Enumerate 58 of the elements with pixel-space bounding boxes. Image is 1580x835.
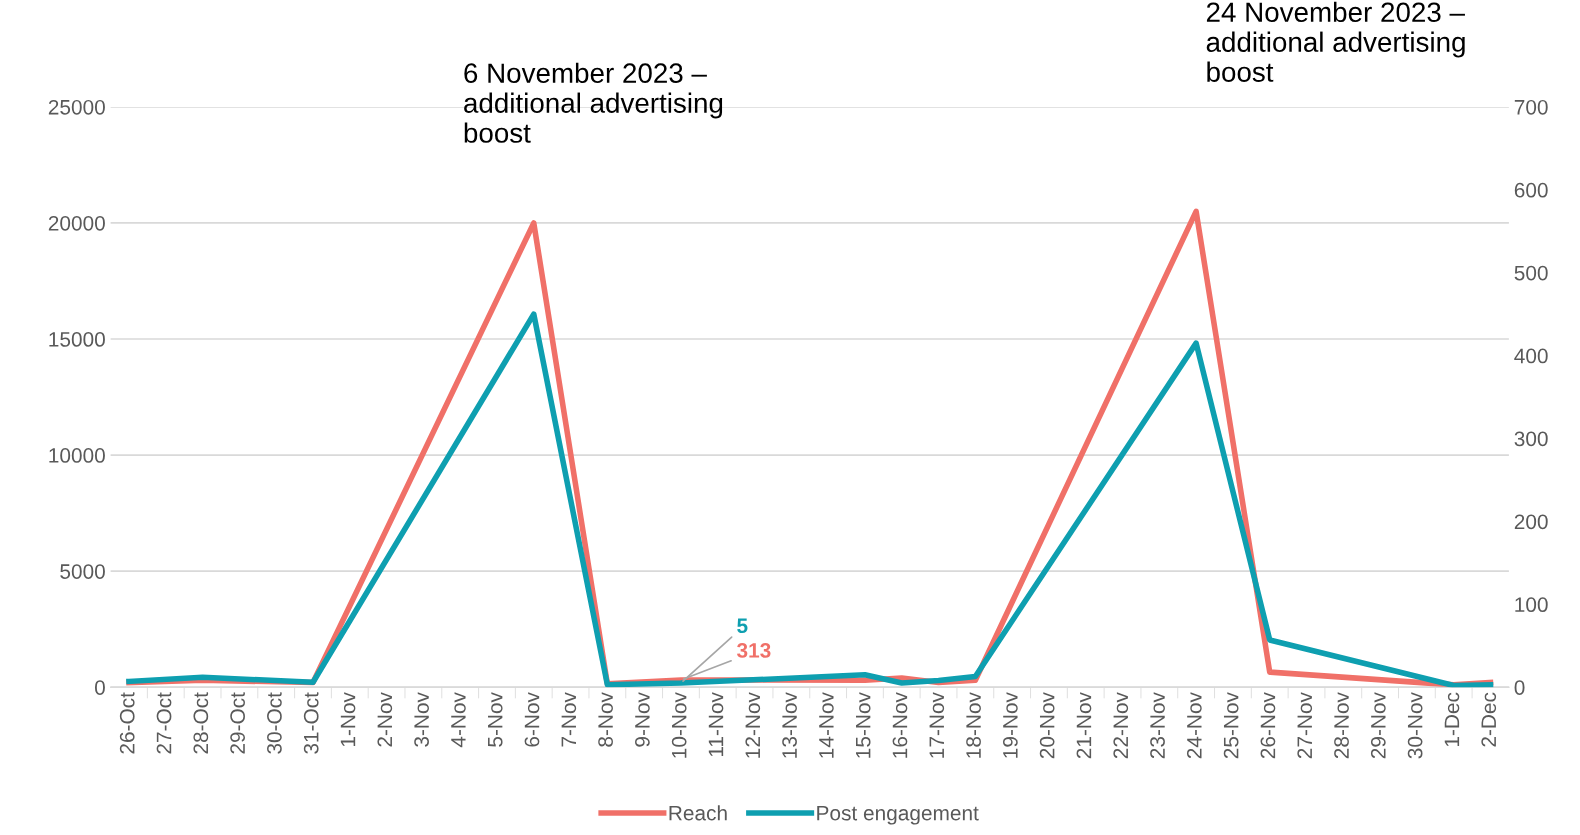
x-tick-label: 21-Nov <box>1076 692 1092 759</box>
x-tick-label: 27-Nov <box>1297 692 1313 759</box>
y2-tick-label: 700 <box>1514 99 1548 115</box>
x-tick-label: 18-Nov <box>966 692 981 758</box>
x-tick-label: 1-Nov <box>340 692 356 747</box>
x-tick-label: 10-Nov <box>671 692 687 758</box>
y-tick-label: 5000 <box>60 564 105 579</box>
y2-tick-label: 200 <box>1514 514 1548 530</box>
x-tick-label: 26-Oct <box>119 692 135 754</box>
x-tick-label: 23-Nov <box>1150 692 1165 759</box>
legend-label: Post engagement <box>817 805 979 825</box>
x-tick-label: 15-Nov <box>856 692 871 758</box>
x-tick-label: 11-Nov <box>708 692 724 757</box>
x-tick-label: 20-Nov <box>1039 692 1055 759</box>
x-tick-label: 1-Dec <box>1444 692 1460 747</box>
x-tick-label: 30-Nov <box>1407 692 1423 759</box>
y-tick-label: 20000 <box>48 215 105 231</box>
x-tick-label: 8-Nov <box>598 692 613 747</box>
y2-tick-label: 300 <box>1514 431 1548 447</box>
x-tick-label: 27-Oct <box>156 692 172 754</box>
x-tick-label: 6-Nov <box>524 692 540 747</box>
x-tick-label: 13-Nov <box>782 692 797 758</box>
text: 24 November 2023 – additional advertising boost <box>1206 1 1465 82</box>
x-tick-label: 26-Nov <box>1260 692 1276 759</box>
x-tick-label: 2-Nov <box>377 692 393 747</box>
y-tick-label: 25000 <box>48 99 105 115</box>
y2-tick-label: 100 <box>1515 597 1548 613</box>
x-tick-label: 9-Nov <box>635 692 650 747</box>
x-tick-label: 24-Nov <box>1186 692 1202 759</box>
x-tick-label: 22-Nov <box>1113 692 1129 759</box>
y2-tick-label: 500 <box>1514 265 1548 281</box>
y2-tick-label: 0 <box>1514 680 1525 695</box>
x-tick-label: 4-Nov <box>451 692 466 748</box>
y2-tick-label: 600 <box>1514 182 1548 198</box>
x-tick-label: 17-Nov <box>929 692 945 758</box>
y2-tick-label: 400 <box>1514 348 1548 364</box>
annotation: 6 November 2023 – additional advertising boost <box>464 62 723 143</box>
y-tick-label: 0 <box>94 680 105 695</box>
data-label: 5 <box>737 618 748 634</box>
x-tick-label: 5-Nov <box>488 692 503 747</box>
x-tick-label: 30-Oct <box>267 692 282 754</box>
x-tick-label: 3-Nov <box>414 692 429 747</box>
x-tick-label: 29-Nov <box>1370 692 1386 759</box>
x-tick-label: 28-Nov <box>1334 692 1349 759</box>
x-tick-label: 31-Oct <box>303 692 319 754</box>
y-tick-label: 15000 <box>49 332 105 347</box>
legend-label: Reach <box>669 805 727 821</box>
x-tick-label: 29-Oct <box>230 692 245 754</box>
x-tick-label: 16-Nov <box>892 692 908 758</box>
data-label: 313 <box>736 643 771 658</box>
x-tick-label: 28-Oct <box>193 692 209 754</box>
x-tick-label: 14-Nov <box>819 692 834 758</box>
x-tick-label: 7-Nov <box>561 692 577 747</box>
x-tick-label: 12-Nov <box>745 692 761 758</box>
x-tick-label: 19-Nov <box>1002 692 1018 758</box>
x-tick-label: 2-Dec <box>1481 692 1497 747</box>
y-tick-label: 10000 <box>49 448 105 463</box>
x-tick-label: 25-Nov <box>1223 692 1239 759</box>
